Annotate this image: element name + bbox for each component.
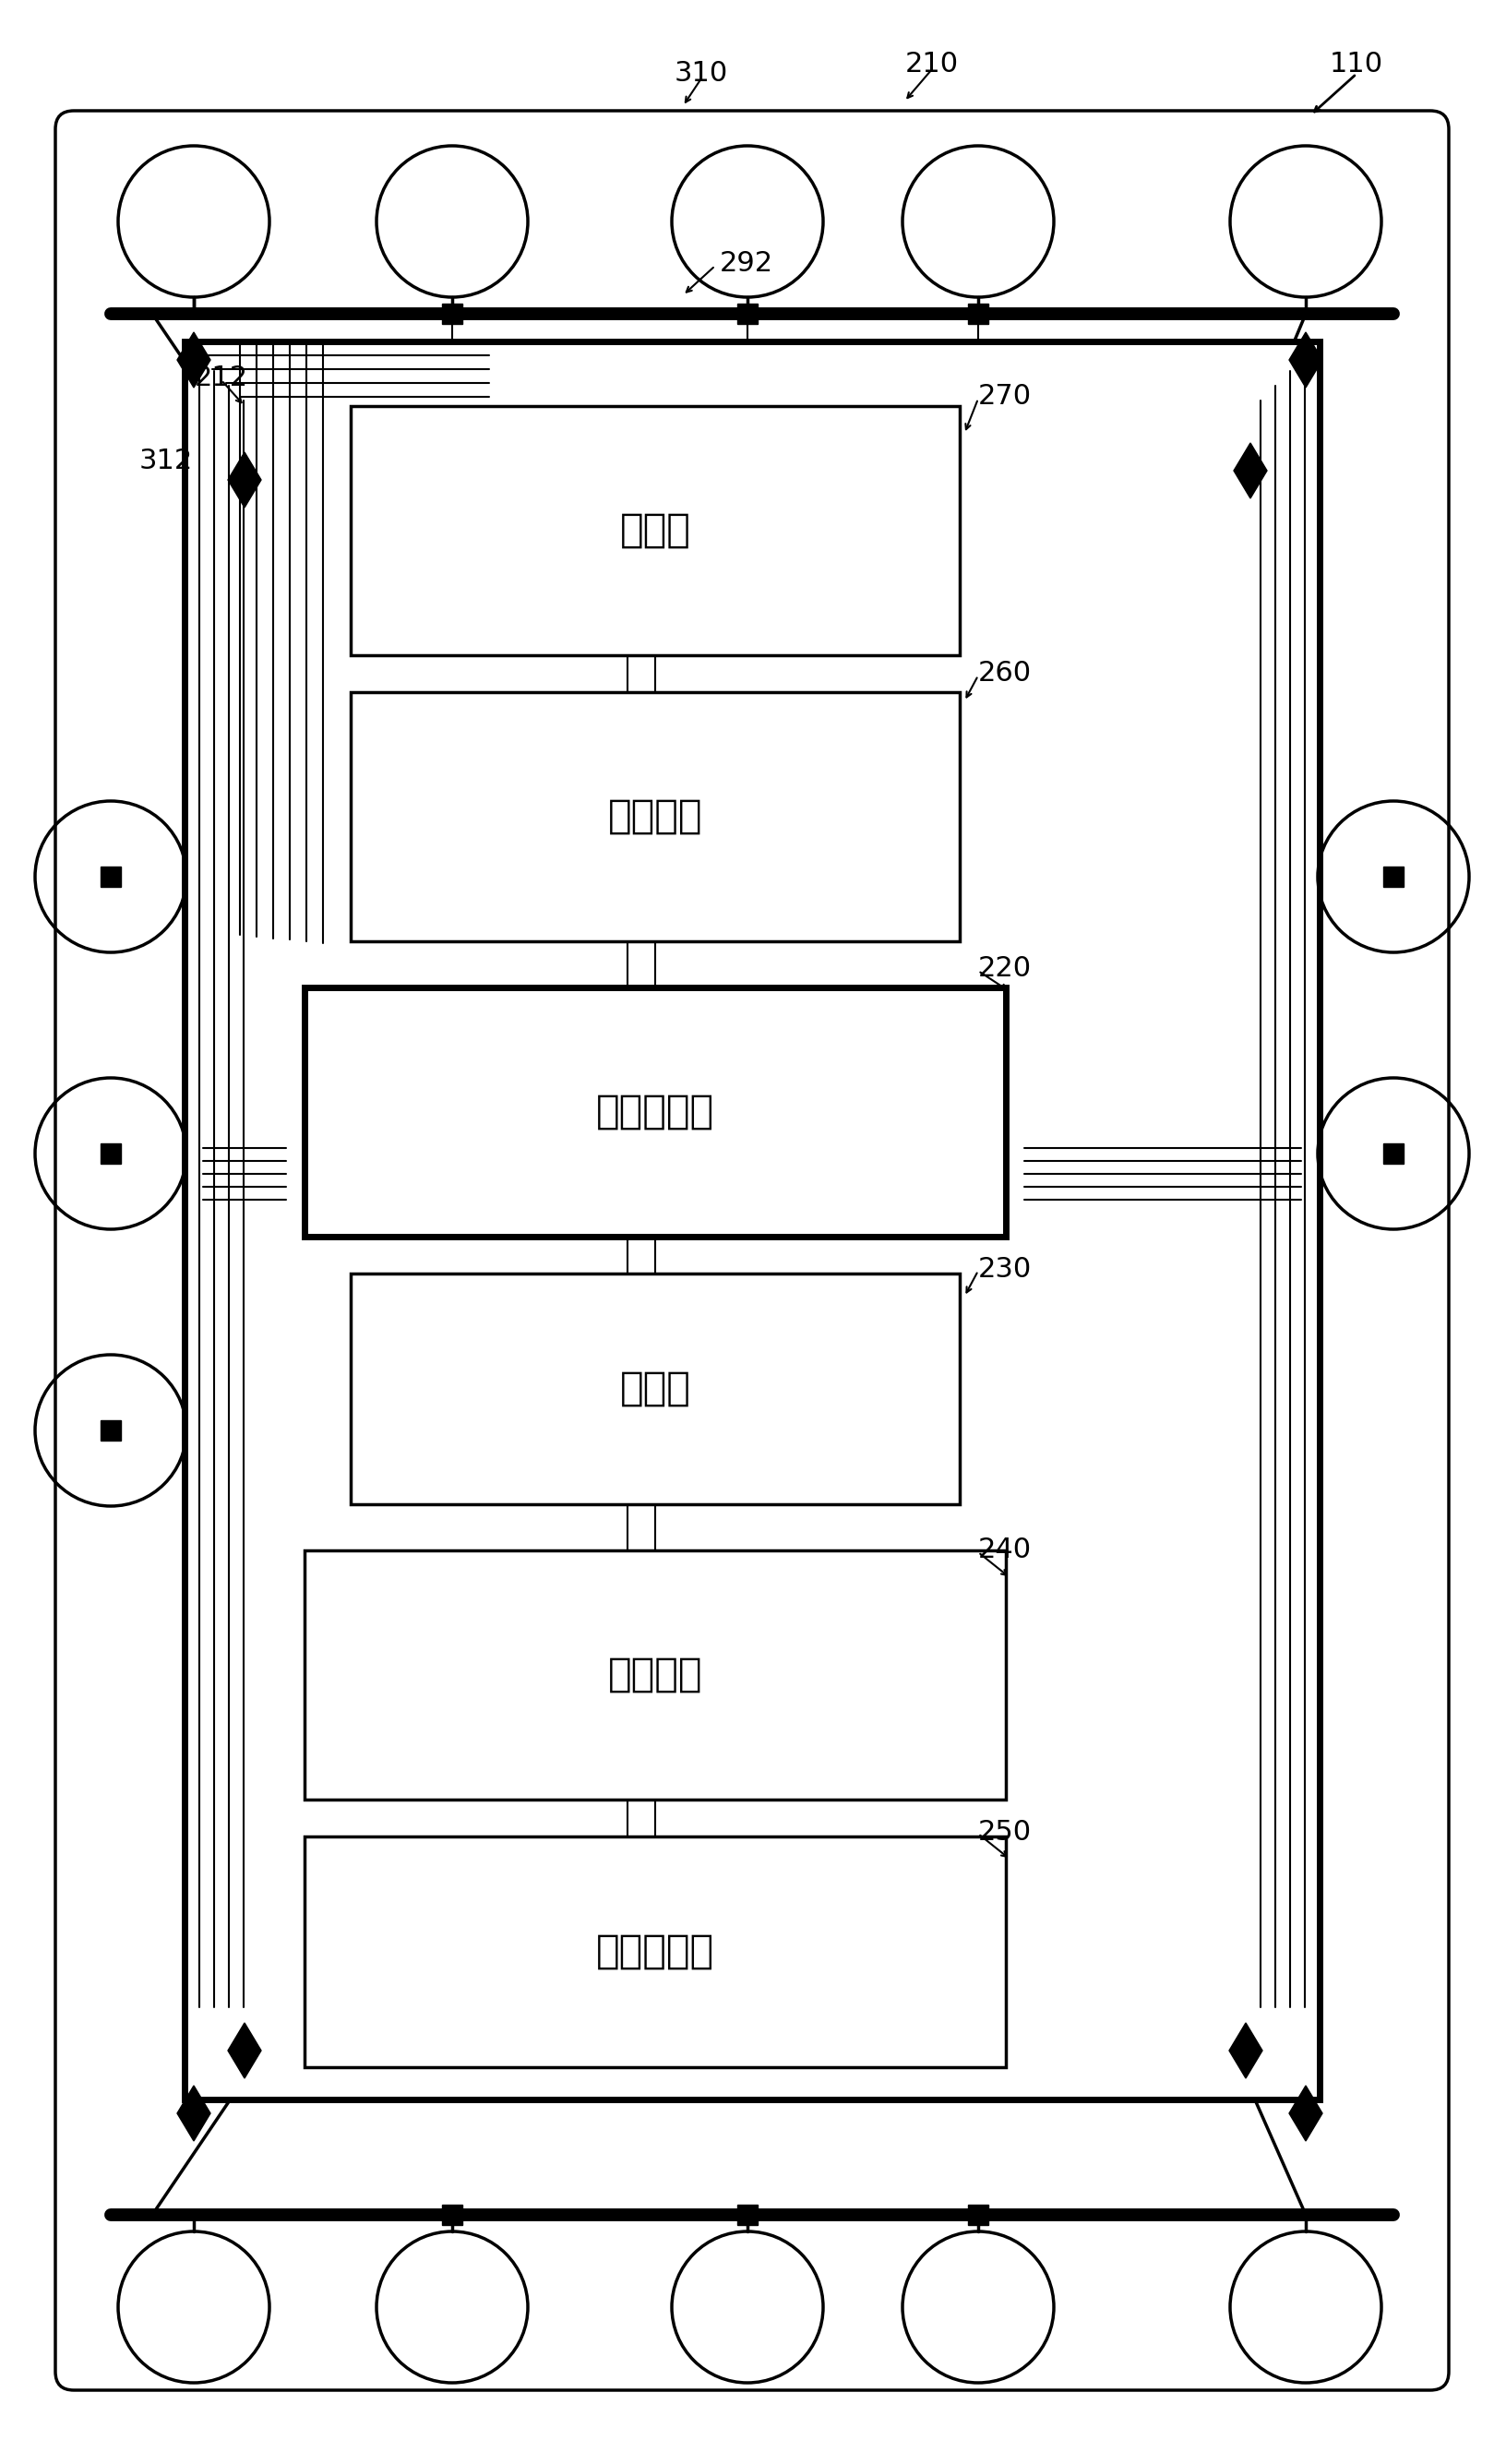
FancyBboxPatch shape <box>304 1836 1006 2067</box>
Polygon shape <box>1233 444 1267 498</box>
FancyBboxPatch shape <box>304 1550 1006 1799</box>
FancyBboxPatch shape <box>351 407 959 655</box>
Text: 230: 230 <box>979 1257 1032 1281</box>
FancyBboxPatch shape <box>351 1274 959 1503</box>
Bar <box>968 2205 988 2225</box>
Bar <box>443 303 462 323</box>
Polygon shape <box>227 453 261 508</box>
Text: 测量单元: 测量单元 <box>608 798 702 835</box>
Text: 110: 110 <box>1330 52 1384 79</box>
Bar <box>1384 1143 1404 1163</box>
Polygon shape <box>178 2085 211 2141</box>
Text: 210: 210 <box>905 52 959 79</box>
Text: 控制器: 控制器 <box>619 510 691 549</box>
Bar <box>101 867 120 887</box>
Bar <box>101 1419 120 1441</box>
Text: 220: 220 <box>979 956 1032 983</box>
Bar <box>443 2205 462 2225</box>
Polygon shape <box>178 333 211 387</box>
Polygon shape <box>1229 2023 1262 2077</box>
FancyBboxPatch shape <box>304 988 1006 1237</box>
Polygon shape <box>227 2023 261 2077</box>
Bar <box>968 303 988 323</box>
Text: 292: 292 <box>720 249 774 276</box>
Text: 250: 250 <box>979 1818 1032 1846</box>
Text: 312: 312 <box>139 448 193 476</box>
Bar <box>738 303 758 323</box>
FancyBboxPatch shape <box>56 111 1449 2390</box>
Polygon shape <box>1289 333 1322 387</box>
Text: 无线单元: 无线单元 <box>608 1656 702 1695</box>
Bar <box>101 1143 120 1163</box>
FancyBboxPatch shape <box>185 342 1319 2099</box>
Text: 260: 260 <box>979 660 1032 687</box>
Bar <box>738 2205 758 2225</box>
Text: 240: 240 <box>979 1538 1032 1565</box>
FancyBboxPatch shape <box>351 692 959 941</box>
Text: 270: 270 <box>979 384 1032 409</box>
Text: 数字处理器: 数字处理器 <box>596 1932 714 1971</box>
Text: 212: 212 <box>194 365 248 392</box>
Text: 310: 310 <box>675 62 729 86</box>
Bar <box>1384 867 1404 887</box>
Text: 放大器: 放大器 <box>619 1370 691 1409</box>
Text: 开关双工器: 开关双工器 <box>596 1092 714 1131</box>
Polygon shape <box>1289 2085 1322 2141</box>
